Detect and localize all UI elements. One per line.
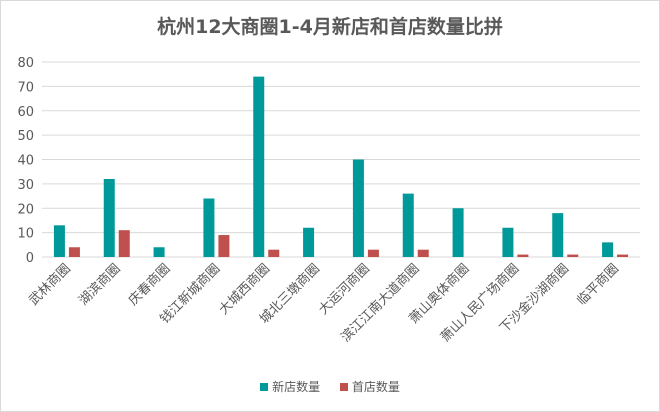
bar [53,225,65,257]
legend-swatch [260,383,269,391]
legend: 新店数量 首店数量 [0,378,660,395]
bar [617,254,629,257]
bar [253,76,265,257]
y-tick-label: 60 [17,105,34,120]
x-tick-label: 武林商圈 [26,261,73,308]
bar [103,179,115,257]
x-tick-label: 临平商圈 [575,261,622,308]
bar [118,230,130,257]
legend-label: 新店数量 [272,380,321,394]
bar [303,227,315,257]
y-tick-label: 30 [17,178,34,193]
y-tick-label: 50 [17,129,34,144]
bar [517,254,529,257]
legend-item-first: 首店数量 [339,378,400,395]
bar [153,247,165,257]
y-tick-label: 40 [17,154,34,169]
legend-label: 首店数量 [351,380,400,394]
y-tick-label: 20 [17,202,34,217]
bar [218,235,230,257]
y-tick-label: 70 [17,80,34,95]
bar [367,249,379,257]
bar [68,247,80,257]
bar [502,227,514,257]
legend-item-new: 新店数量 [260,378,320,395]
y-tick-label: 10 [17,227,34,242]
y-tick-label: 0 [26,251,34,266]
bar [203,198,215,257]
chart-title: 杭州12大商圈1-4月新店和首店数量比拼 [157,16,503,38]
bar [552,213,564,257]
bar [567,254,579,257]
bar [602,242,614,257]
legend-swatch [339,383,348,391]
bar [417,249,429,257]
x-tick-label: 湖滨商圈 [75,261,123,309]
bar [268,249,280,257]
y-tick-label: 80 [17,56,34,71]
bar [452,208,464,257]
x-tick-label: 庆春商圈 [126,261,173,308]
bar [402,193,414,257]
bar [352,159,364,257]
